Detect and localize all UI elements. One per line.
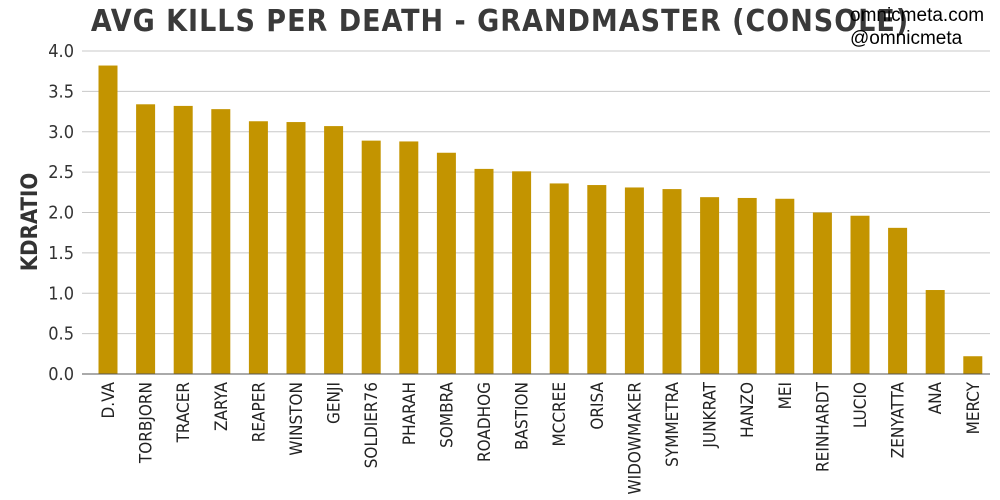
watermark: omnicmeta.com @omnicmeta bbox=[850, 4, 984, 50]
bar-bastion bbox=[512, 171, 532, 374]
x-category-label: MCCREE bbox=[550, 382, 570, 447]
x-category-label: SYMMETRA bbox=[663, 381, 683, 466]
y-tick-label: 3.0 bbox=[48, 122, 74, 143]
bar-mei bbox=[775, 198, 795, 374]
bars bbox=[98, 65, 983, 375]
y-axis-label: KDRATIO bbox=[18, 173, 43, 271]
bar-roadhog bbox=[474, 168, 494, 374]
y-tick-label: 4.0 bbox=[48, 41, 74, 62]
x-category-label: ORISA bbox=[588, 381, 608, 429]
chart-title: AVG KILLS PER DEATH - GRANDMASTER (CONSO… bbox=[91, 4, 909, 39]
x-category-label: ZARYA bbox=[212, 381, 232, 430]
x-category-label: SOLDIER76 bbox=[362, 382, 382, 468]
bar-orisa bbox=[587, 185, 607, 374]
x-category-label: HANZO bbox=[738, 382, 758, 438]
x-category-label: TRACER bbox=[174, 382, 194, 444]
y-tick-label: 1.5 bbox=[48, 243, 74, 264]
bar-reaper bbox=[248, 121, 268, 374]
x-category-label: WINSTON bbox=[287, 382, 307, 456]
y-tick-label: 0.0 bbox=[48, 364, 74, 385]
x-category-label: SOMBRA bbox=[437, 381, 457, 447]
x-category-label: D.VA bbox=[99, 381, 119, 418]
x-category-label: BASTION bbox=[513, 382, 533, 450]
watermark-handle: @omnicmeta bbox=[850, 28, 963, 49]
bar-pharah bbox=[399, 141, 419, 374]
x-category-label: JUNKRAT bbox=[701, 381, 721, 448]
x-category-label: REAPER bbox=[249, 382, 269, 443]
bar-mercy bbox=[963, 356, 983, 374]
y-tick-label: 2.5 bbox=[48, 162, 74, 183]
y-tick-label: 3.5 bbox=[48, 81, 74, 102]
bar-junkrat bbox=[700, 197, 720, 374]
bar-sombra bbox=[436, 152, 456, 374]
bar-widowmaker bbox=[624, 187, 644, 374]
x-category-label: WIDOWMAKER bbox=[625, 382, 645, 495]
bar-zenyatta bbox=[888, 227, 908, 374]
x-category-label: ROADHOG bbox=[475, 382, 495, 462]
bar-ana bbox=[925, 290, 945, 374]
bar-d-va bbox=[98, 65, 118, 374]
gridlines bbox=[82, 50, 990, 335]
y-tick-label: 2.0 bbox=[48, 203, 74, 224]
bar-reinhardt bbox=[812, 212, 832, 374]
bar-zarya bbox=[211, 109, 231, 374]
x-axis-category-labels: D.VA TORBJORN TRACER ZARYA REAPER WINSTON GENJ… bbox=[99, 381, 984, 494]
y-axis-ticks: 0.0 0.5 1.0 1.5 2.0 2.5 3.0 3.5 4.0 bbox=[48, 41, 74, 385]
x-category-label: MERCY bbox=[964, 381, 984, 434]
bar-hanzo bbox=[737, 197, 757, 374]
x-category-label: GENJI bbox=[325, 382, 345, 424]
bar-soldier76 bbox=[361, 140, 381, 374]
bar-mccree bbox=[549, 183, 569, 374]
bar-torbjorn bbox=[136, 104, 156, 375]
bar-tracer bbox=[173, 105, 193, 374]
watermark-site: omnicmeta.com bbox=[850, 5, 985, 26]
bar-winston bbox=[286, 122, 306, 374]
y-tick-label: 0.5 bbox=[48, 324, 74, 345]
y-tick-label: 1.0 bbox=[48, 283, 74, 304]
x-category-label: ANA bbox=[926, 381, 946, 414]
x-category-label: MEI bbox=[776, 382, 796, 409]
bar-symmetra bbox=[662, 189, 682, 374]
x-category-label: REINHARDT bbox=[813, 381, 833, 472]
x-category-label: LUCIO bbox=[851, 382, 871, 428]
x-category-label: PHARAH bbox=[400, 382, 420, 445]
x-category-label: ZENYATTA bbox=[889, 381, 909, 458]
bar-genji bbox=[324, 126, 344, 374]
x-category-label: TORBJORN bbox=[137, 382, 157, 464]
bar-lucio bbox=[850, 215, 870, 374]
